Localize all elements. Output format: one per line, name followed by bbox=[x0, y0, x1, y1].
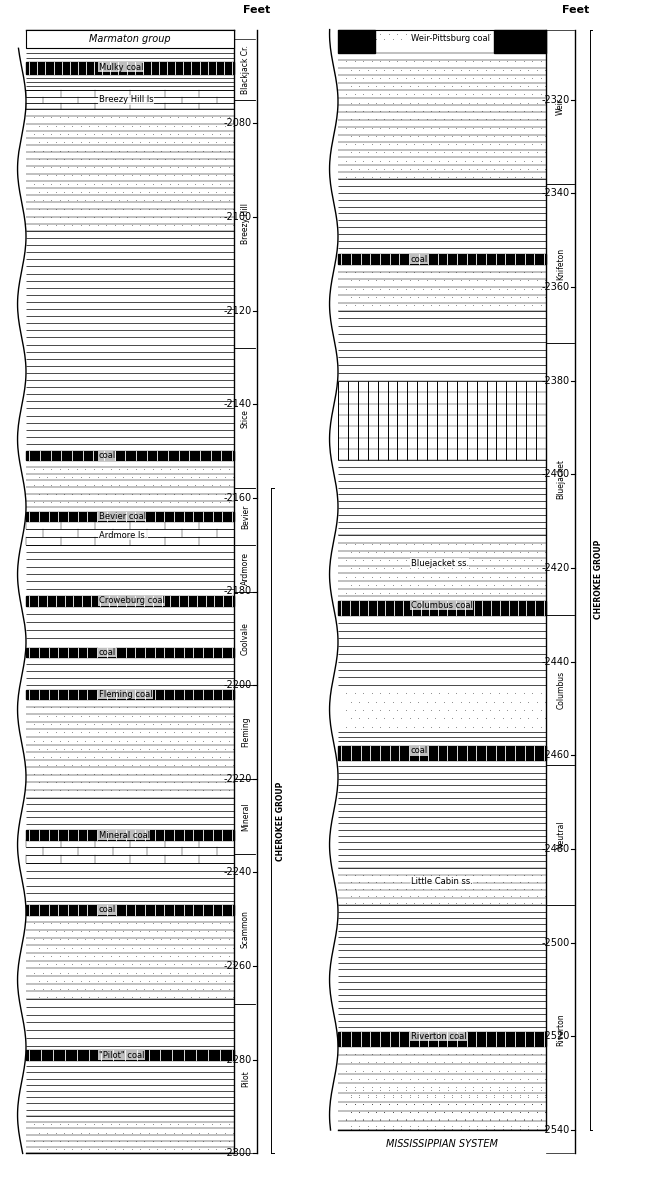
Text: -2520: -2520 bbox=[541, 1032, 570, 1041]
Text: Scammon: Scammon bbox=[241, 910, 250, 948]
Bar bbox=[338, 601, 546, 615]
Text: CHEROKEE GROUP: CHEROKEE GROUP bbox=[594, 541, 603, 620]
Text: Breezy Hill ls: Breezy Hill ls bbox=[99, 96, 153, 104]
Text: -2100: -2100 bbox=[224, 212, 252, 222]
Bar bbox=[338, 254, 546, 264]
Bar bbox=[26, 905, 234, 914]
Text: -2200: -2200 bbox=[224, 680, 252, 690]
Text: Coolvale: Coolvale bbox=[241, 622, 250, 654]
Text: -2260: -2260 bbox=[224, 961, 252, 971]
Text: Neutral: Neutral bbox=[556, 821, 565, 849]
Text: Bevier coal: Bevier coal bbox=[99, 512, 146, 521]
Text: Pilot: Pilot bbox=[241, 1071, 250, 1087]
Text: Blackjack Cr.: Blackjack Cr. bbox=[241, 45, 250, 93]
Text: "Pilot" coal: "Pilot" coal bbox=[99, 1051, 144, 1060]
Bar bbox=[26, 63, 234, 75]
Text: coal: coal bbox=[99, 451, 116, 460]
Text: Bluejacket: Bluejacket bbox=[556, 459, 565, 499]
Text: Knifeton: Knifeton bbox=[556, 247, 565, 279]
Text: coal: coal bbox=[99, 905, 116, 914]
Text: Weir: Weir bbox=[556, 98, 565, 116]
Text: Columbus: Columbus bbox=[556, 671, 565, 709]
Text: MISSISSIPPIAN SYSTEM: MISSISSIPPIAN SYSTEM bbox=[386, 1139, 498, 1150]
Text: Mulky coal: Mulky coal bbox=[99, 63, 143, 71]
Bar bbox=[338, 1032, 546, 1046]
Bar bbox=[26, 451, 234, 460]
Text: coal: coal bbox=[411, 254, 428, 264]
Bar bbox=[26, 648, 234, 657]
Bar bbox=[26, 830, 234, 840]
Text: Bluejacket ss.: Bluejacket ss. bbox=[411, 558, 469, 568]
Text: Feet: Feet bbox=[562, 6, 589, 15]
Text: -2320: -2320 bbox=[542, 95, 570, 105]
Text: Fleming coal: Fleming coal bbox=[99, 690, 152, 699]
Bar bbox=[26, 690, 234, 699]
Text: Feet: Feet bbox=[243, 6, 270, 15]
Text: Riverton coal: Riverton coal bbox=[411, 1032, 467, 1041]
Text: Mineral coal: Mineral coal bbox=[99, 830, 150, 840]
Text: Mineral: Mineral bbox=[241, 802, 250, 830]
Bar bbox=[26, 596, 234, 606]
Text: Little Cabin ss.: Little Cabin ss. bbox=[411, 878, 473, 886]
Text: -2080: -2080 bbox=[224, 118, 252, 128]
Text: -2160: -2160 bbox=[224, 493, 252, 503]
Bar bbox=[338, 30, 376, 53]
Bar bbox=[26, 30, 234, 49]
Text: -2300: -2300 bbox=[224, 1149, 252, 1158]
Bar bbox=[494, 30, 546, 53]
Text: coal: coal bbox=[99, 648, 116, 657]
Text: Bevier: Bevier bbox=[241, 504, 250, 529]
Text: -2180: -2180 bbox=[224, 587, 252, 596]
Bar bbox=[26, 1051, 234, 1060]
Text: Columbus coal: Columbus coal bbox=[411, 601, 473, 610]
Text: Fleming: Fleming bbox=[241, 717, 250, 748]
Text: Ardmore: Ardmore bbox=[241, 551, 250, 584]
Text: Marmaton group: Marmaton group bbox=[89, 34, 171, 44]
Text: coal: coal bbox=[411, 746, 428, 755]
Text: Riverton: Riverton bbox=[556, 1013, 565, 1046]
Text: -2340: -2340 bbox=[542, 188, 570, 199]
Text: Stice: Stice bbox=[241, 409, 250, 428]
Text: Weir-Pittsburg coal: Weir-Pittsburg coal bbox=[411, 34, 490, 44]
Text: -2460: -2460 bbox=[542, 750, 570, 761]
Bar bbox=[26, 512, 234, 522]
Text: Ardmore ls.: Ardmore ls. bbox=[99, 531, 147, 539]
Text: -2400: -2400 bbox=[542, 470, 570, 479]
Text: -2140: -2140 bbox=[224, 399, 252, 409]
Text: -2480: -2480 bbox=[542, 843, 570, 854]
Text: -2360: -2360 bbox=[542, 282, 570, 292]
Text: -2120: -2120 bbox=[224, 305, 252, 316]
Text: -2380: -2380 bbox=[542, 376, 570, 386]
Text: -2440: -2440 bbox=[542, 657, 570, 667]
Text: Croweburg coal: Croweburg coal bbox=[99, 596, 164, 606]
Text: -2500: -2500 bbox=[542, 938, 570, 948]
Text: Breezy Hill: Breezy Hill bbox=[241, 203, 250, 245]
Text: CHEROKEE GROUP: CHEROKEE GROUP bbox=[276, 781, 285, 861]
Text: -2540: -2540 bbox=[542, 1125, 570, 1134]
Text: -2420: -2420 bbox=[542, 563, 570, 573]
Bar bbox=[338, 746, 546, 759]
Text: -2220: -2220 bbox=[223, 774, 252, 784]
Text: -2280: -2280 bbox=[224, 1055, 252, 1065]
Text: -2240: -2240 bbox=[224, 867, 252, 878]
